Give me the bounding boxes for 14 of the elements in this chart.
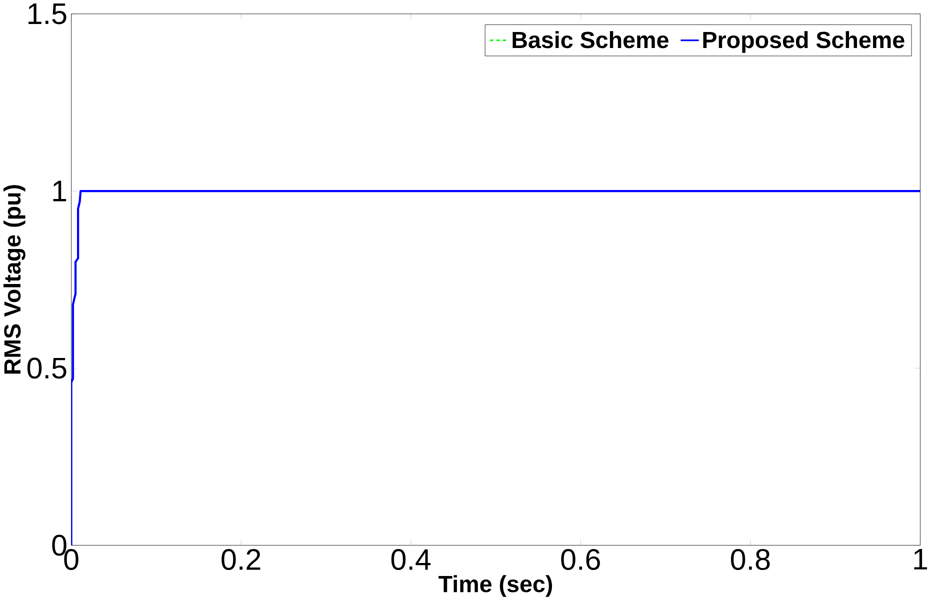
legend-label: Proposed Scheme: [703, 30, 904, 53]
y-tick-label: 0.5: [27, 357, 66, 378]
y-tick-label: 0: [52, 534, 66, 556]
x-tick-label: 1: [914, 548, 928, 570]
legend-label: Basic Scheme: [512, 30, 668, 48]
y-tick-label: 1.5: [28, 3, 66, 24]
y-tick-label: 1: [53, 180, 66, 201]
x-tick-label: 0.2: [222, 548, 260, 570]
x-axis-title: Time (sec): [438, 574, 552, 597]
line-series: [71, 190, 920, 546]
x-tick-label: 0.4: [391, 548, 431, 570]
y-axis-title: RMS Voltage (pu): [4, 184, 26, 374]
x-tick-label: 0.8: [730, 548, 770, 570]
x-tick-label: 0.6: [561, 548, 600, 570]
